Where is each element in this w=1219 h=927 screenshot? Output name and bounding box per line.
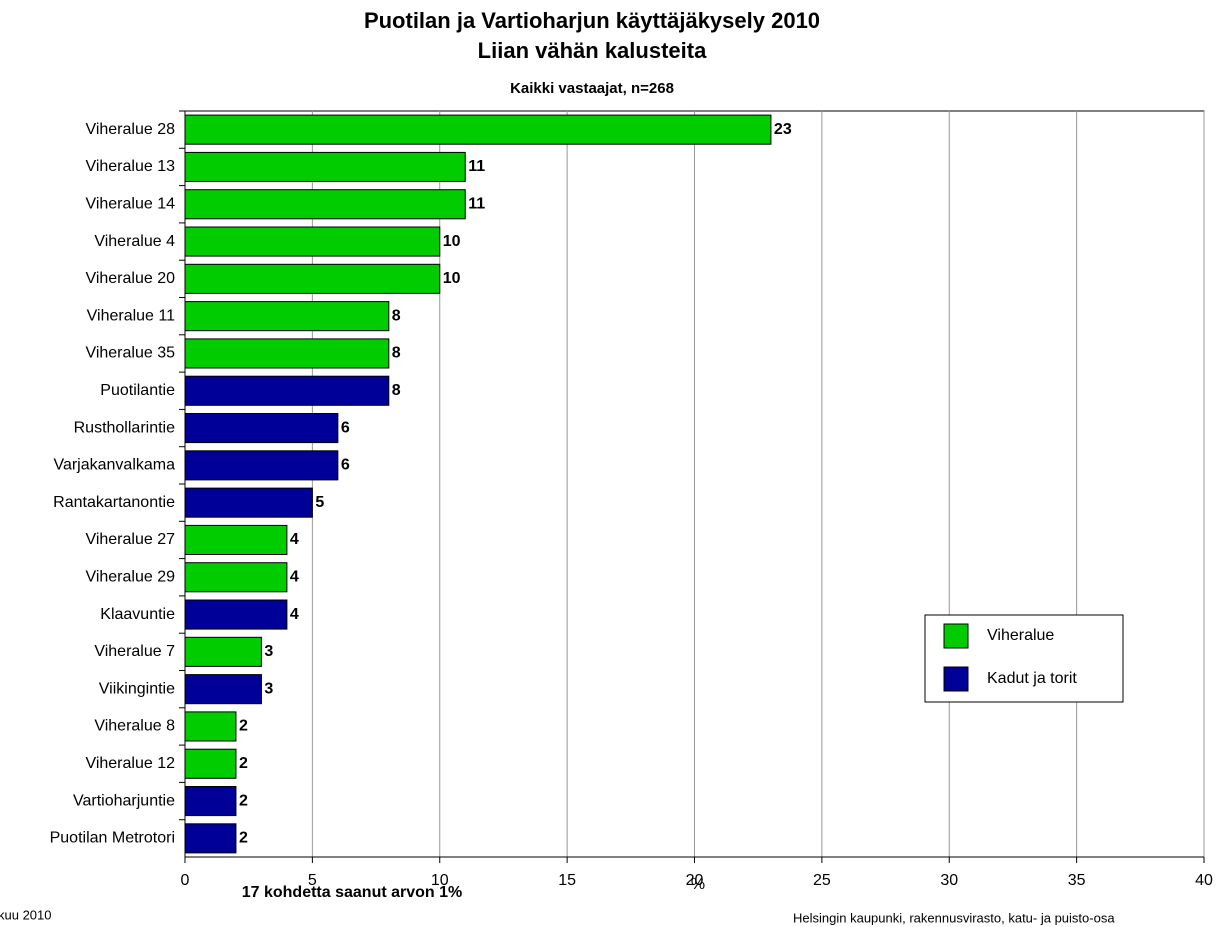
- x-tick-label: 40: [1195, 872, 1213, 889]
- bar: [184, 674, 262, 705]
- data-label: 10: [443, 233, 461, 250]
- footer: Helsingin kaupunki, rakennusvirasto, kat…: [793, 910, 1115, 925]
- y-tick-label: Viheralue 29: [85, 568, 175, 585]
- data-label: 8: [392, 345, 401, 362]
- y-tick-label: Rusthollarintie: [74, 419, 175, 436]
- annotation: 17 kohdetta saanut arvon 1%: [242, 884, 463, 901]
- data-label: 8: [392, 307, 401, 324]
- bar: [184, 114, 772, 145]
- bar: [184, 786, 237, 817]
- data-label: 23: [774, 121, 792, 138]
- y-tick-label: Viheralue 35: [85, 345, 175, 362]
- bar: [184, 562, 288, 593]
- bar: [184, 450, 339, 481]
- y-tick-label: Viheralue 12: [85, 755, 175, 772]
- y-tick-label: Viheralue 7: [94, 643, 175, 660]
- y-tick-label: Rantakartanontie: [53, 494, 175, 511]
- x-tick-label: 5: [308, 872, 317, 889]
- data-label: 8: [392, 382, 401, 399]
- legend-swatch: [943, 666, 969, 692]
- x-tick-label: 35: [1068, 872, 1086, 889]
- y-tick-label: Puotilan Metrotori: [50, 830, 175, 847]
- bar: [184, 189, 466, 220]
- x-tick-label: 30: [940, 872, 958, 889]
- y-tick-label: Viheralue 27: [85, 531, 175, 548]
- bar: [184, 413, 339, 444]
- bar: [184, 487, 313, 518]
- bar: [184, 524, 288, 555]
- data-label: 4: [290, 531, 299, 548]
- x-tick-label: 10: [431, 872, 449, 889]
- data-label: 2: [239, 792, 248, 809]
- y-tick-label: Viheralue 20: [85, 270, 175, 287]
- data-label: 4: [290, 606, 299, 623]
- data-label: 2: [239, 755, 248, 772]
- y-tick-label: Klaavuntie: [100, 606, 175, 623]
- y-tick-label: Varjakanvalkama: [53, 457, 175, 474]
- y-tick-label: Viheralue 8: [94, 718, 175, 735]
- x-tick-label: 20: [686, 872, 704, 889]
- y-tick-label: Viheralue 4: [94, 233, 175, 250]
- data-label: 5: [315, 494, 324, 511]
- bar: [184, 823, 237, 854]
- y-tick-label: Vartioharjuntie: [73, 792, 175, 809]
- footer: kuu 2010: [0, 907, 52, 922]
- bar: [184, 263, 441, 294]
- data-label: 2: [239, 830, 248, 847]
- y-tick-label: Puotilantie: [100, 382, 175, 399]
- x-tick-label: 0: [181, 872, 190, 889]
- y-tick-label: Viheralue 14: [85, 195, 175, 212]
- chart-title: Puotilan ja Vartioharjun käyttäjäkysely …: [364, 8, 820, 33]
- y-tick-label: Viheralue 28: [85, 121, 175, 138]
- data-label: 2: [239, 718, 248, 735]
- bar: [184, 338, 390, 369]
- x-tick-label: 15: [558, 872, 576, 889]
- data-label: 6: [341, 457, 350, 474]
- data-label: 10: [443, 270, 461, 287]
- data-label: 3: [264, 643, 273, 660]
- legend-label: Viheralue: [987, 627, 1054, 644]
- y-tick-label: Viheralue 13: [85, 158, 175, 175]
- bar: [184, 599, 288, 630]
- legend-swatch: [943, 623, 969, 649]
- bar: [184, 226, 441, 257]
- bar: [184, 711, 237, 742]
- bar: [184, 636, 262, 667]
- data-label: 11: [468, 158, 485, 175]
- x-tick-label: 25: [813, 872, 831, 889]
- y-tick-label: Viikingintie: [99, 680, 175, 697]
- bar: [184, 301, 390, 332]
- data-label: 6: [341, 419, 350, 436]
- y-tick-label: Viheralue 11: [87, 307, 175, 324]
- chart-subtitle: Kaikki vastaajat, n=268: [510, 80, 674, 97]
- bar: [184, 375, 390, 406]
- data-label: 4: [290, 568, 299, 585]
- bar: [184, 151, 466, 182]
- chart-title: Liian vähän kalusteita: [478, 38, 707, 63]
- x-axis-label: %: [691, 876, 705, 893]
- bar: [184, 748, 237, 779]
- data-label: 11: [468, 195, 485, 212]
- legend-label: Kadut ja torit: [987, 670, 1077, 687]
- data-label: 3: [264, 680, 273, 697]
